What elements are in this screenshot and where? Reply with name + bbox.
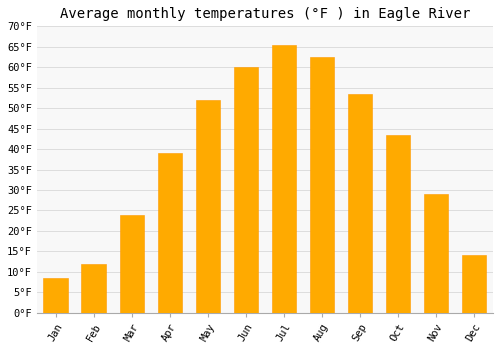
Bar: [120, 215, 144, 313]
Bar: [386, 135, 410, 313]
Bar: [234, 67, 258, 313]
Bar: [158, 153, 182, 313]
Bar: [462, 256, 486, 313]
Bar: [424, 194, 448, 313]
Title: Average monthly temperatures (°F ) in Eagle River: Average monthly temperatures (°F ) in Ea…: [60, 7, 470, 21]
Bar: [272, 45, 296, 313]
Bar: [310, 57, 334, 313]
Bar: [44, 278, 68, 313]
Bar: [82, 264, 106, 313]
Bar: [196, 100, 220, 313]
Bar: [348, 94, 372, 313]
